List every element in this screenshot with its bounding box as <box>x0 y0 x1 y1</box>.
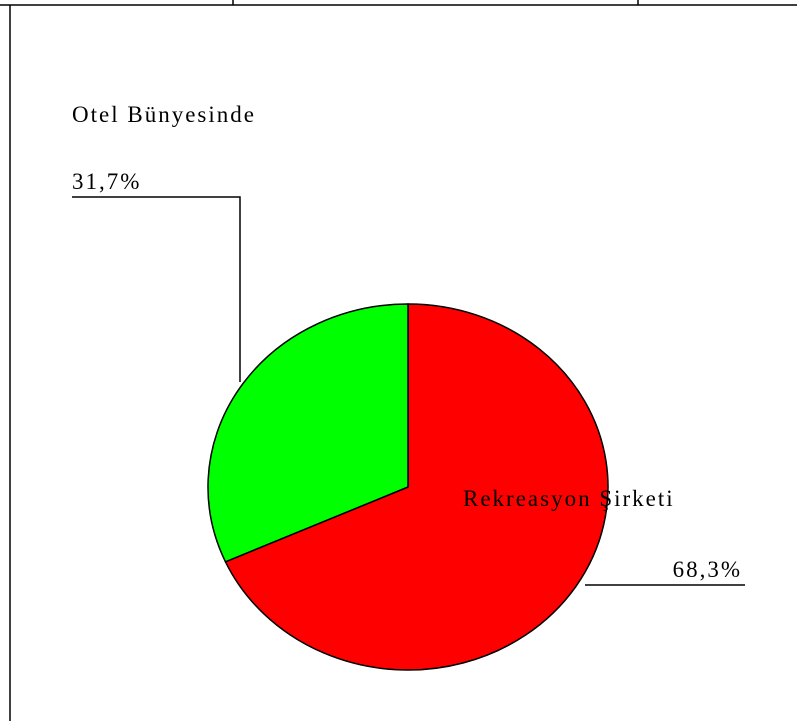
leader-line <box>72 196 241 382</box>
slice-value-label: 68,3% <box>673 557 742 582</box>
pie <box>207 303 609 671</box>
pie-slice <box>224 303 609 671</box>
slice-value-label: 31,7% <box>72 169 141 194</box>
pie-slice <box>207 303 409 563</box>
slice-label: Otel Bünyesinde <box>72 102 256 127</box>
slice-label: Rekreasyon Şirketi <box>463 486 675 511</box>
